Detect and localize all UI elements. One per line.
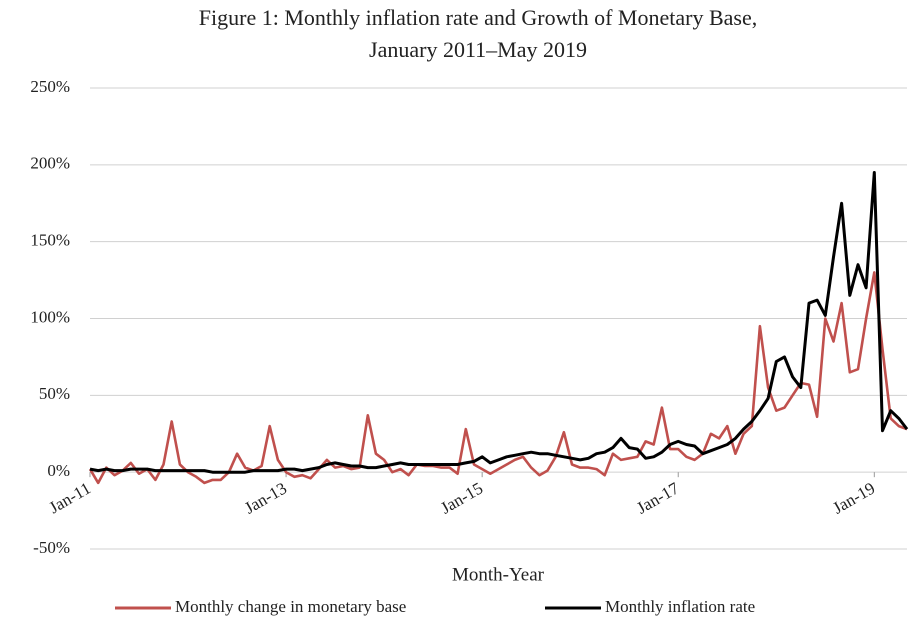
y-tick-label: 200% xyxy=(30,154,70,173)
series-line xyxy=(88,271,908,485)
y-tick-label: 0% xyxy=(47,461,70,480)
x-tick-label: Jan-19 xyxy=(830,479,879,518)
chart-title: Figure 1: Monthly inflation rate and Gro… xyxy=(199,5,757,30)
x-tick-label: Jan-15 xyxy=(437,479,486,518)
series-line xyxy=(89,171,909,474)
x-tick-label: Jan-17 xyxy=(633,478,682,517)
y-tick-label: 50% xyxy=(39,384,70,403)
x-tick-label: Jan-11 xyxy=(46,479,94,518)
y-tick-label: 150% xyxy=(30,231,70,250)
chart-subtitle: January 2011–May 2019 xyxy=(369,37,587,62)
legend-label: Monthly inflation rate xyxy=(605,597,755,616)
x-tick-label: Jan-13 xyxy=(241,479,290,518)
y-tick-label: 100% xyxy=(30,307,70,326)
x-axis-title: Month-Year xyxy=(452,564,545,585)
y-tick-label: 250% xyxy=(30,77,70,96)
legend-label: Monthly change in monetary base xyxy=(175,597,406,616)
y-tick-label: -50% xyxy=(33,538,70,557)
